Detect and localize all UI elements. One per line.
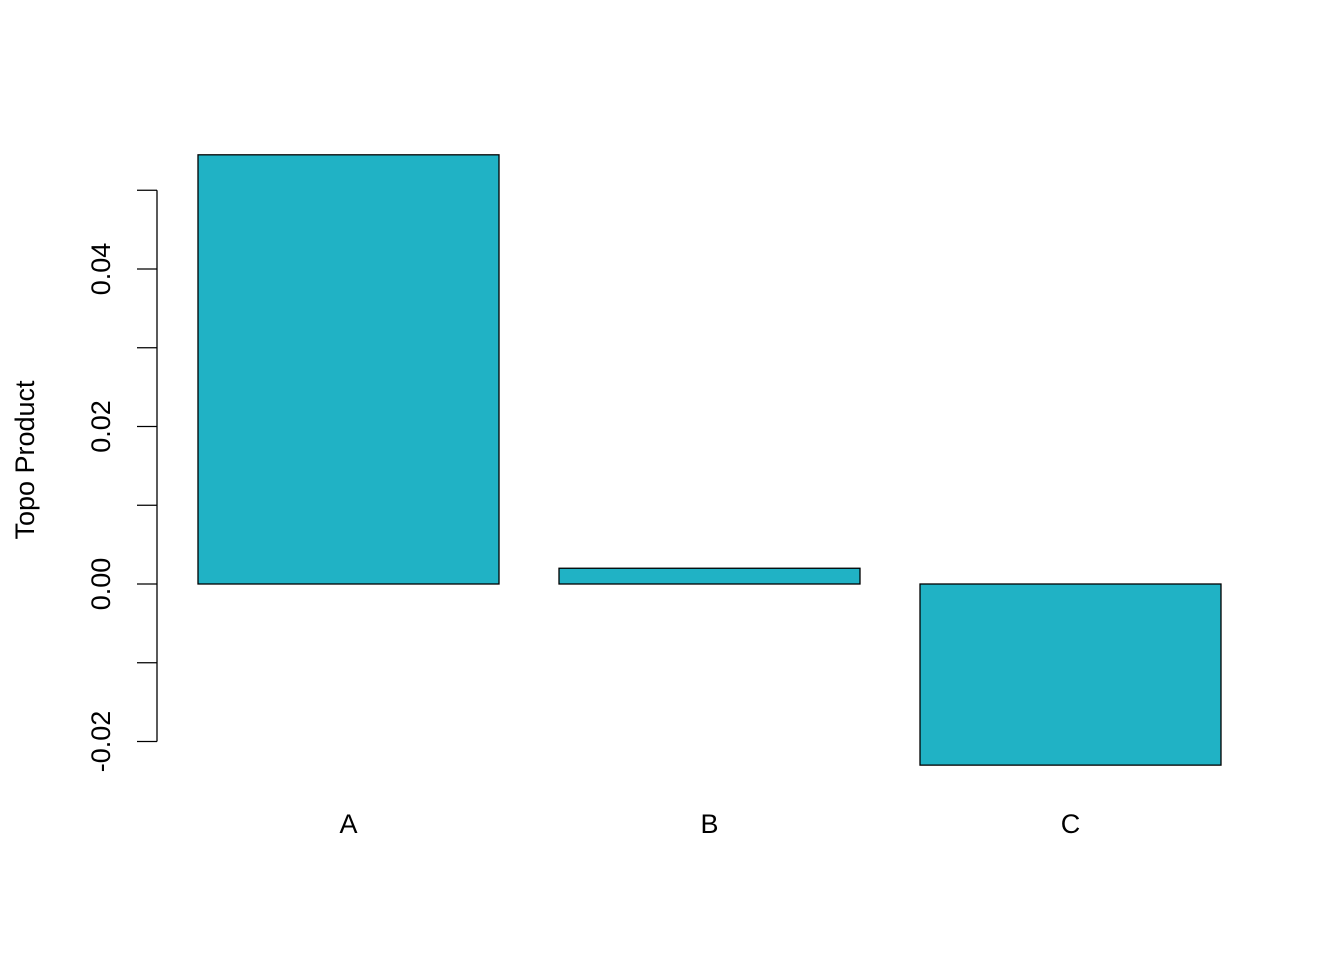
bar-a — [197, 154, 500, 585]
x-category-labels: A B C — [339, 809, 1080, 839]
y-tick-label: 0.02 — [86, 400, 116, 453]
bar-c — [919, 583, 1222, 766]
x-category-label: B — [700, 809, 718, 839]
y-tick-label: 0.00 — [86, 558, 116, 611]
y-tick-label: 0.04 — [86, 243, 116, 296]
x-category-label: A — [339, 809, 357, 839]
x-category-label: C — [1061, 809, 1081, 839]
bars-group — [197, 154, 1222, 766]
y-axis: -0.02 0.00 0.02 0.04 — [86, 189, 158, 773]
y-tick-label: -0.02 — [86, 711, 116, 773]
y-axis-title: Topo Product — [10, 380, 40, 540]
bar-b — [558, 567, 861, 585]
